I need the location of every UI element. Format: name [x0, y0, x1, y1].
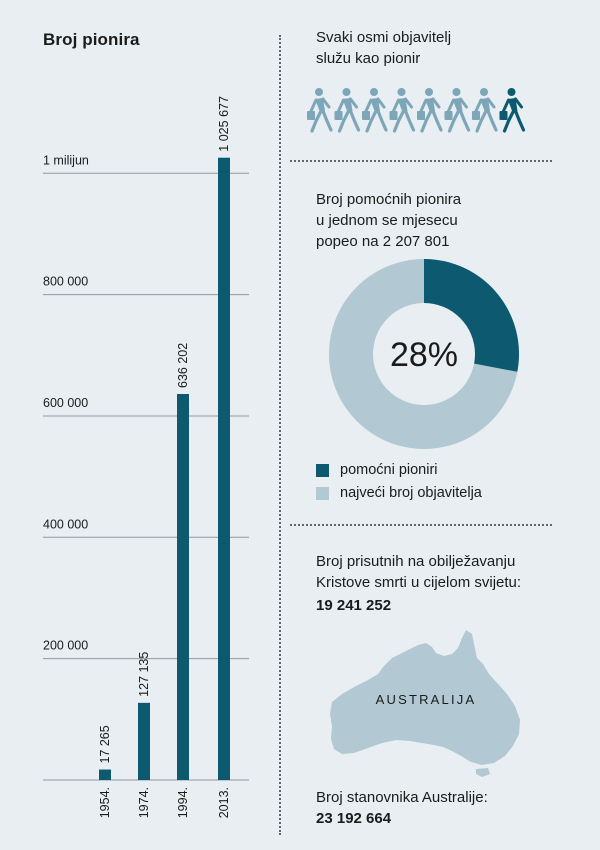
y-tick-label: 1 milijun: [43, 153, 89, 167]
legend-swatch-light: [316, 486, 329, 500]
tasmania-shape: [476, 768, 490, 777]
y-tick-label: 800 000: [43, 275, 88, 289]
walking-person-icon-highlighted: [499, 88, 526, 133]
walking-person-icon: [444, 88, 471, 133]
bar-1974: [138, 702, 150, 780]
bar-data-label: 17 265: [98, 725, 112, 763]
donut-hole: [373, 303, 475, 405]
x-tick-label: 2013.: [217, 787, 231, 818]
legend-label-peak: najveći broj objavitelja: [340, 485, 482, 501]
y-tick-label: 200 000: [43, 639, 88, 653]
bar-2013: [218, 157, 230, 781]
x-tick-label: 1954.: [98, 787, 112, 818]
australia-shape: [330, 630, 520, 765]
y-tick-label: 400 000: [43, 517, 88, 531]
walking-person-icon: [389, 88, 416, 133]
chart-title: Broj pionira: [43, 30, 140, 49]
map-label: AUSTRALIJA: [376, 692, 477, 707]
bar-1954: [99, 769, 111, 780]
bar-chart: 200 000 400 000 600 000 800 000 1 milijun 17 …: [43, 96, 249, 818]
memorial-value: 19 241 252: [316, 597, 392, 614]
australia-map: AUSTRALIJA: [330, 630, 520, 777]
legend-swatch-dark: [316, 463, 329, 477]
x-tick-label: 1994.: [176, 787, 190, 818]
legend-item-auxiliary: pomoćni pioniri: [316, 462, 438, 478]
x-tick-label: 1974.: [137, 787, 151, 818]
donut-percent-label: 28%: [390, 336, 458, 374]
population-value: 23 192 664: [316, 810, 392, 827]
walking-person-icon: [362, 88, 388, 133]
bar-data-label: 636 202: [176, 343, 190, 388]
memorial-text: Broj prisutnih na obilježavanju Kristove…: [316, 553, 522, 591]
walking-people-row: [307, 88, 526, 133]
bar-data-label: 127 135: [137, 652, 151, 697]
y-tick-label: 600 000: [43, 396, 88, 410]
auxiliary-donut-chart: 28%: [329, 259, 519, 449]
bar-1994: [177, 393, 189, 780]
walking-person-icon: [417, 88, 443, 133]
walking-person-icon: [472, 88, 498, 133]
auxiliary-text: Broj pomoćnih pionira u jednom se mjesec…: [316, 191, 462, 250]
vertical-divider: [279, 35, 281, 835]
legend-label-auxiliary: pomoćni pioniri: [340, 462, 438, 478]
divider-1: [290, 160, 552, 162]
legend-item-peak: najveći broj objavitelja: [316, 485, 482, 501]
divider-2: [290, 524, 552, 526]
walking-person-icon: [334, 88, 361, 133]
pioneer-ratio-text: Svaki osmi objavitelj služu kao pionir: [316, 29, 452, 67]
bar-data-label: 1 025 677: [217, 96, 231, 152]
walking-person-icon: [307, 88, 333, 133]
population-text: Broj stanovnika Australije:: [316, 789, 488, 806]
